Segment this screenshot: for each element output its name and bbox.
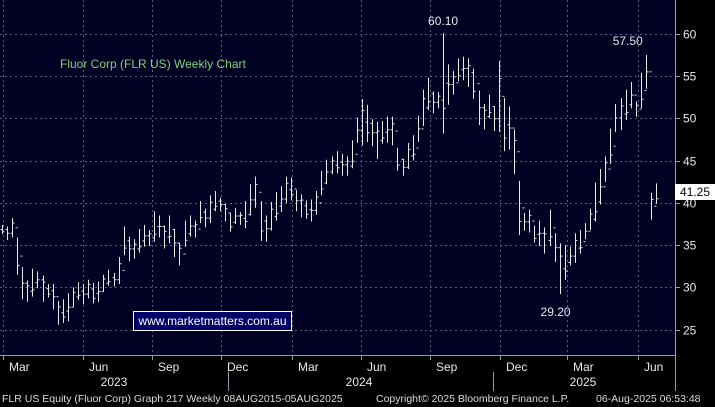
annotations: 60.10 57.50 29.20 (428, 14, 643, 319)
price-annotation: 57.50 (613, 34, 643, 48)
watermark-url: www.marketmatters.com.au (133, 311, 292, 331)
x-tick-label: Jun (644, 360, 663, 374)
year-label: 2023 (101, 375, 128, 389)
x-tick-label: Dec (227, 360, 248, 374)
y-tick-label: 60 (683, 28, 697, 42)
x-tick-label: Mar (9, 360, 30, 374)
x-tick-label: Jun (367, 360, 386, 374)
y-tick-label: 50 (683, 112, 697, 126)
x-tick-label: Dec (506, 360, 527, 374)
footer-left: FLR US Equity (Fluor Corp) Graph 217 Wee… (2, 393, 343, 405)
plot-area (0, 0, 675, 355)
x-tick-label: Mar (298, 360, 319, 374)
y-tick-label: 35 (683, 239, 697, 253)
chart-title: Fluor Corp (FLR US) Weekly Chart (60, 57, 246, 71)
last-price-tag: 41.25 (675, 184, 715, 200)
year-label: 2025 (570, 375, 597, 389)
footer-copyright: Copyright© 2025 Bloomberg Finance L.P. (376, 393, 570, 405)
price-annotation: 29.20 (541, 305, 571, 319)
y-tick-label: 25 (683, 324, 697, 338)
x-tick-label: Jun (89, 360, 108, 374)
y-axis-ticks: 25 30 35 40 45 50 55 60 (675, 28, 697, 338)
year-label: 2024 (346, 375, 373, 389)
x-tick-label: Sep (158, 360, 180, 374)
footer-timestamp: 06-Aug-2025 06:53:48 (596, 393, 701, 405)
price-bars (0, 32, 659, 325)
x-tick-label: Sep (436, 360, 458, 374)
y-tick-label: 30 (683, 281, 697, 295)
y-tick-label: 55 (683, 70, 697, 84)
footer-bar: FLR US Equity (Fluor Corp) Graph 217 Wee… (0, 392, 715, 407)
y-tick-label: 40 (683, 197, 697, 211)
y-tick-label: 45 (683, 155, 697, 169)
price-annotation: 60.10 (428, 14, 458, 28)
x-tick-label: Mar (573, 360, 594, 374)
